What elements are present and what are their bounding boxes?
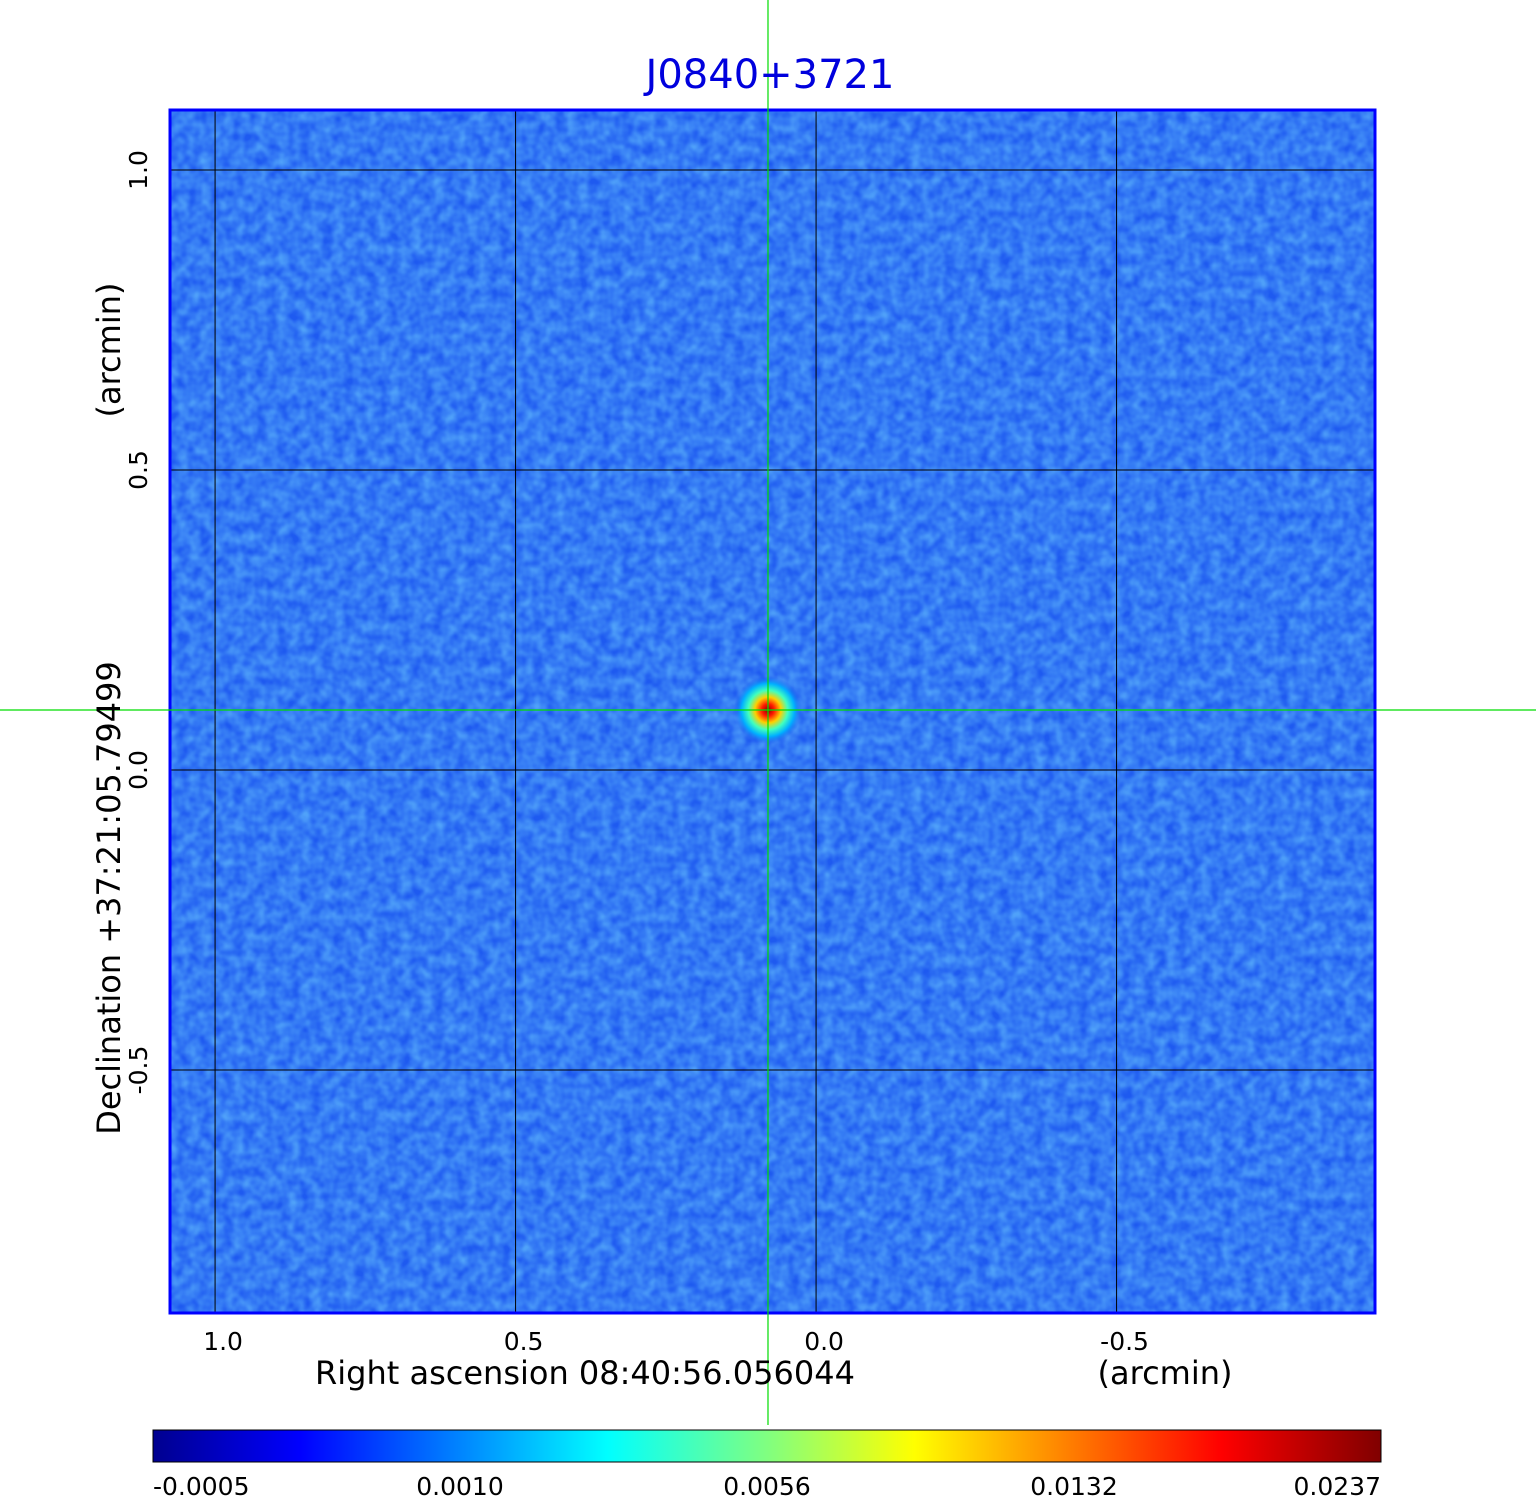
x-tick-label: 0.5 — [504, 1327, 544, 1356]
plot-frame — [168, 108, 1377, 1315]
colorbar-tick-label: 0.0132 — [1030, 1472, 1117, 1500]
x-tick-labels: 1.0 0.5 0.0 -0.5 — [203, 1327, 1149, 1356]
y-tick-label: 1.0 — [124, 150, 153, 190]
x-tick-label: 0.0 — [804, 1327, 844, 1356]
y-axis-label: Declination +37:21:05.79499 — [90, 661, 128, 1135]
colorbar-tick-labels: -0.0005 0.0010 0.0056 0.0132 0.0237 — [153, 1472, 1381, 1500]
y-axis-unit: (arcmin) — [90, 283, 128, 418]
x-axis-unit: (arcmin) — [1098, 1354, 1233, 1392]
colorbar-tick-label: 0.0237 — [1294, 1472, 1381, 1500]
x-tick-label: -0.5 — [1100, 1327, 1149, 1356]
chart-title: J0840+3721 — [643, 52, 895, 98]
coordinate-grid — [170, 110, 1375, 1313]
y-tick-label: 0.5 — [124, 450, 153, 490]
colorbar-tick-label: -0.0005 — [153, 1472, 250, 1500]
x-tick-label: 1.0 — [203, 1327, 243, 1356]
colorbar — [152, 1429, 1382, 1463]
image-panel — [170, 110, 1375, 1313]
y-tick-labels: 1.0 0.5 0.0 -0.5 — [124, 150, 153, 1094]
y-tick-label: -0.5 — [124, 1046, 153, 1095]
y-tick-label: 0.0 — [124, 750, 153, 790]
colorbar-tick-label: 0.0010 — [416, 1472, 503, 1500]
colorbar-tick-label: 0.0056 — [723, 1472, 810, 1500]
x-axis-label: Right ascension 08:40:56.056044 — [315, 1354, 855, 1392]
